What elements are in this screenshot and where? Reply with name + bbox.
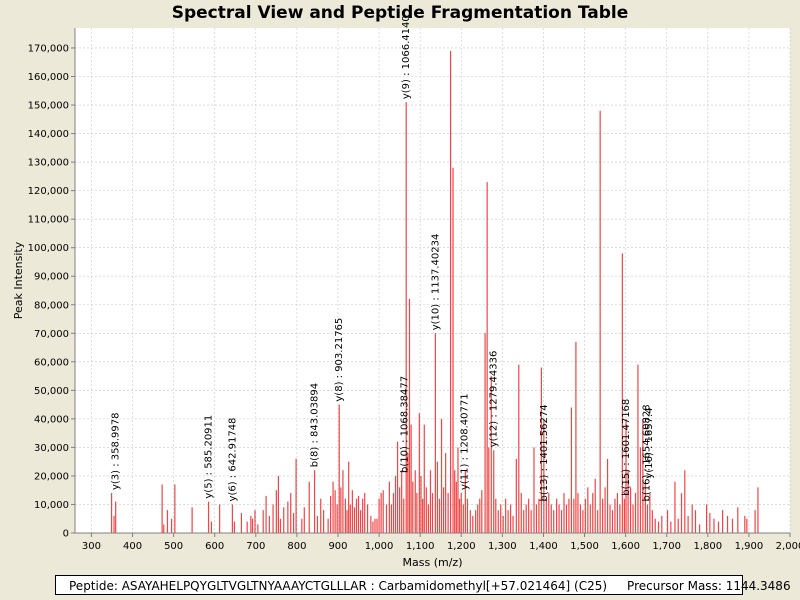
- x-tick-label: 1,100: [406, 541, 435, 552]
- x-tick-label: 2,000: [776, 541, 800, 552]
- y-tick-label: 140,000: [28, 129, 69, 140]
- x-tick-label: 1,000: [365, 541, 394, 552]
- peak-annotation-label: y(8) : 903.21765: [334, 318, 345, 402]
- x-tick-label: 1,500: [570, 541, 599, 552]
- peptide-sequence: ASAYAHELPQYGLTVGLTNYAAAYCTGLLLAR : Carba…: [121, 579, 608, 593]
- peak-annotation-label: y(9) : 1066.4140: [401, 15, 412, 99]
- y-tick-label: 110,000: [28, 215, 69, 226]
- peak-annotation-label: b(16) : 1654.60828: [642, 404, 653, 501]
- peak-annotation-label: b(15) : 1601.47168: [621, 399, 632, 496]
- y-tick-label: 70,000: [34, 329, 69, 340]
- y-tick-label: 170,000: [28, 43, 69, 54]
- y-tick-label: 90,000: [34, 272, 69, 283]
- x-tick-label: 1,300: [488, 541, 517, 552]
- x-tick-label: 1,800: [693, 541, 722, 552]
- x-tick-label: 500: [164, 541, 183, 552]
- peak-annotation-label: y(3) : 358.9978: [111, 413, 122, 491]
- peptide-info-box: Peptide: ASAYAHELPQYGLTVGLTNYAAAYCTGLLLA…: [55, 575, 791, 595]
- peak-annotation-label: b(8) : 843.03894: [310, 383, 321, 467]
- y-tick-label: 80,000: [34, 300, 69, 311]
- y-tick-label: 10,000: [34, 500, 69, 511]
- precursor-mass-value: 1144.3486: [725, 579, 791, 593]
- y-tick-label: 30,000: [34, 443, 69, 454]
- y-tick-label: 100,000: [28, 243, 69, 254]
- peak-annotation-label: y(6) : 642.91748: [227, 418, 238, 502]
- peptide-label: Peptide:: [69, 579, 118, 593]
- x-tick-label: 1,600: [611, 541, 640, 552]
- x-tick-label: 700: [246, 541, 265, 552]
- y-tick-label: 120,000: [28, 186, 69, 197]
- x-tick-label: 600: [205, 541, 224, 552]
- plot-area: [75, 28, 790, 533]
- peak-annotation-label: b(10) : 1068.38477: [400, 376, 411, 473]
- peak-annotation-label: y(5) : 585.20911: [204, 415, 215, 499]
- y-tick-label: 60,000: [34, 357, 69, 368]
- peak-annotation-label: y(11) : 1208.40771: [460, 393, 471, 490]
- chart-title: Spectral View and Peptide Fragmentation …: [171, 3, 629, 23]
- y-tick-label: 20,000: [34, 471, 69, 482]
- peak-annotation-label: y(12) : 1279.44336: [489, 351, 500, 448]
- spectrum-chart: 300 400 500 600 700 800 900 1,000 1,100 1,200 1,30…: [12, 15, 800, 569]
- peak-annotations: y(3) : 358.9978 y(5) : 585.20911 y(6) : 64…: [111, 15, 655, 501]
- y-axis-label: Peak Intensity: [12, 241, 25, 319]
- peaks: [110, 50, 759, 533]
- y-tick-label: 150,000: [28, 101, 69, 112]
- precursor-mass-label: Precursor Mass:: [627, 579, 722, 593]
- y-tick-label: 40,000: [34, 414, 69, 425]
- x-axis-label: Mass (m/z): [403, 556, 463, 569]
- peak-annotation-label: b(13) : 1401.56274: [539, 404, 550, 501]
- x-tick-label: 800: [287, 541, 306, 552]
- x-tick-label: 1,900: [735, 541, 764, 552]
- y-tick-label: 0: [63, 529, 69, 540]
- x-tick-label: 1,400: [529, 541, 558, 552]
- x-tick-label: 1,700: [652, 541, 681, 552]
- x-tick-label: 400: [123, 541, 142, 552]
- x-tick-label: 900: [328, 541, 347, 552]
- y-tick-label: 50,000: [34, 386, 69, 397]
- y-tick-label: 160,000: [28, 72, 69, 83]
- peak-annotation-label: y(10) : 1137.40234: [430, 234, 441, 331]
- x-tick-label: 1,200: [447, 541, 476, 552]
- y-tick-label: 130,000: [28, 158, 69, 169]
- x-tick-label: 300: [82, 541, 101, 552]
- peak-annotation-label: y(16) : 1657.4: [644, 407, 655, 478]
- axes: 300 400 500 600 700 800 900 1,000 1,100 1,200 1,30…: [28, 28, 800, 552]
